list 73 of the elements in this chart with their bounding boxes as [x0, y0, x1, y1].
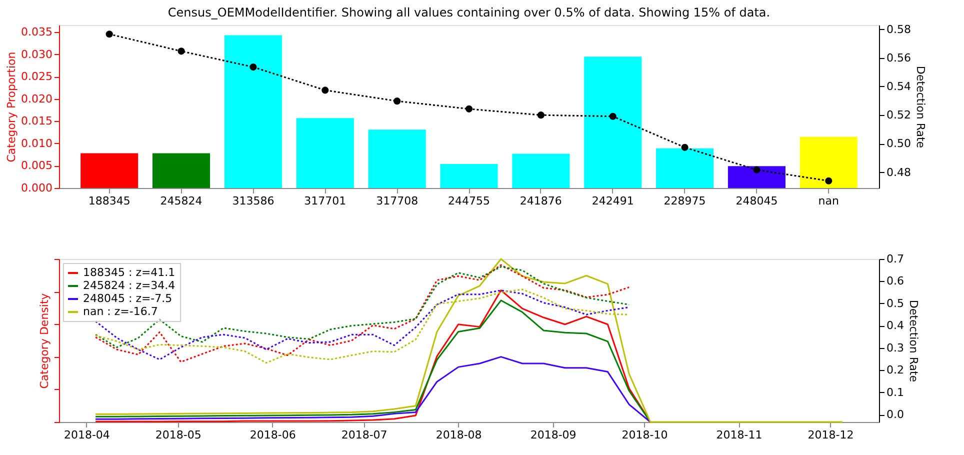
- point: [178, 48, 185, 55]
- y2-tick-label: 0.50: [886, 137, 911, 150]
- y2-tick-label: 0.48: [886, 166, 911, 179]
- point: [394, 98, 401, 105]
- y-tick-label: 0.035: [21, 26, 52, 39]
- x-tick-label: 242491: [592, 194, 634, 208]
- x-tick-label: 317708: [376, 194, 418, 208]
- y-tick-label: 0.010: [21, 136, 52, 150]
- y2-tick-label: 0.54: [886, 80, 911, 93]
- y2-tick-label: 0.56: [886, 51, 911, 64]
- x-tick-label: 2018-11: [716, 428, 762, 442]
- point: [681, 144, 688, 151]
- y-tick-label: 0.000: [21, 182, 52, 194]
- y2-tick-label: 0.6: [886, 274, 904, 288]
- x-tick-label: 2018-05: [155, 428, 202, 442]
- x-tick-label: 2018-08: [436, 428, 482, 442]
- y2-axis-title: Detection Rate: [914, 66, 927, 148]
- y2-tick-label: 0.7: [886, 252, 904, 266]
- y-tick-label: 0.020: [21, 92, 52, 106]
- point: [106, 30, 113, 38]
- bar: [584, 56, 642, 188]
- y2-axis-title: Detection Rate: [906, 300, 920, 382]
- y-tick-label: 0.030: [21, 48, 52, 61]
- y-axis-title: Category Density: [38, 292, 51, 389]
- legend-label: 188345 : z=41.1: [83, 266, 176, 279]
- bar: [728, 166, 786, 188]
- bar: [152, 153, 210, 188]
- bar: [296, 118, 354, 188]
- bar: [512, 154, 570, 188]
- y2-tick-label: 0.1: [886, 386, 904, 399]
- x-tick-label: nan: [818, 194, 840, 208]
- point: [753, 166, 760, 174]
- x-tick-label: 248045: [736, 194, 778, 208]
- point: [250, 64, 257, 71]
- x-tick-label: 317701: [304, 194, 346, 208]
- y2-tick-label: 0.5: [886, 296, 904, 310]
- x-tick-label: 2018-09: [530, 428, 576, 442]
- point: [609, 112, 616, 120]
- bar: [440, 164, 498, 188]
- y2-tick-label: 0.52: [886, 108, 911, 122]
- point: [322, 86, 329, 94]
- point: [537, 112, 544, 119]
- y-tick-label: 0.015: [21, 114, 52, 128]
- x-tick-label: 241876: [520, 194, 562, 208]
- bar: [800, 136, 858, 188]
- bar: [224, 35, 282, 188]
- y2-tick-label: 0.3: [886, 341, 904, 354]
- y2-tick-label: 0.2: [886, 364, 904, 377]
- x-tick-label: 313586: [232, 194, 274, 208]
- y2-tick-label: 0.58: [886, 22, 911, 36]
- legend-label: 245824 : z=34.4: [83, 279, 176, 292]
- bar: [80, 153, 138, 188]
- x-tick-label: 245824: [160, 194, 202, 208]
- y-tick-label: 0.025: [21, 70, 52, 84]
- y-tick-label: 0.005: [21, 159, 52, 172]
- point: [825, 177, 832, 184]
- point: [465, 105, 473, 112]
- bar: [368, 130, 426, 188]
- bar: [656, 148, 714, 188]
- chart-title: Census_OEMModelIdentifier. Showing all values containing over 0.5% of data. Showing 15% of data.: [168, 5, 770, 20]
- x-tick-label: 2018-10: [622, 428, 668, 442]
- y2-tick-label: 0.0: [886, 408, 904, 422]
- x-tick-label: 2018-12: [808, 428, 854, 442]
- legend-label: 248045 : z=-7.5: [83, 292, 172, 305]
- y2-tick-label: 0.4: [886, 319, 904, 332]
- x-tick-label: 188345: [88, 194, 130, 208]
- x-tick-label: 2018-06: [250, 428, 296, 442]
- legend-label: nan : z=-16.7: [83, 305, 158, 318]
- x-tick-label: 2018-07: [341, 428, 388, 442]
- x-tick-label: 2018-04: [64, 428, 110, 442]
- x-tick-label: 228975: [664, 194, 706, 208]
- y-axis-title: Category Proportion: [5, 52, 18, 162]
- x-tick-label: 244755: [448, 194, 490, 208]
